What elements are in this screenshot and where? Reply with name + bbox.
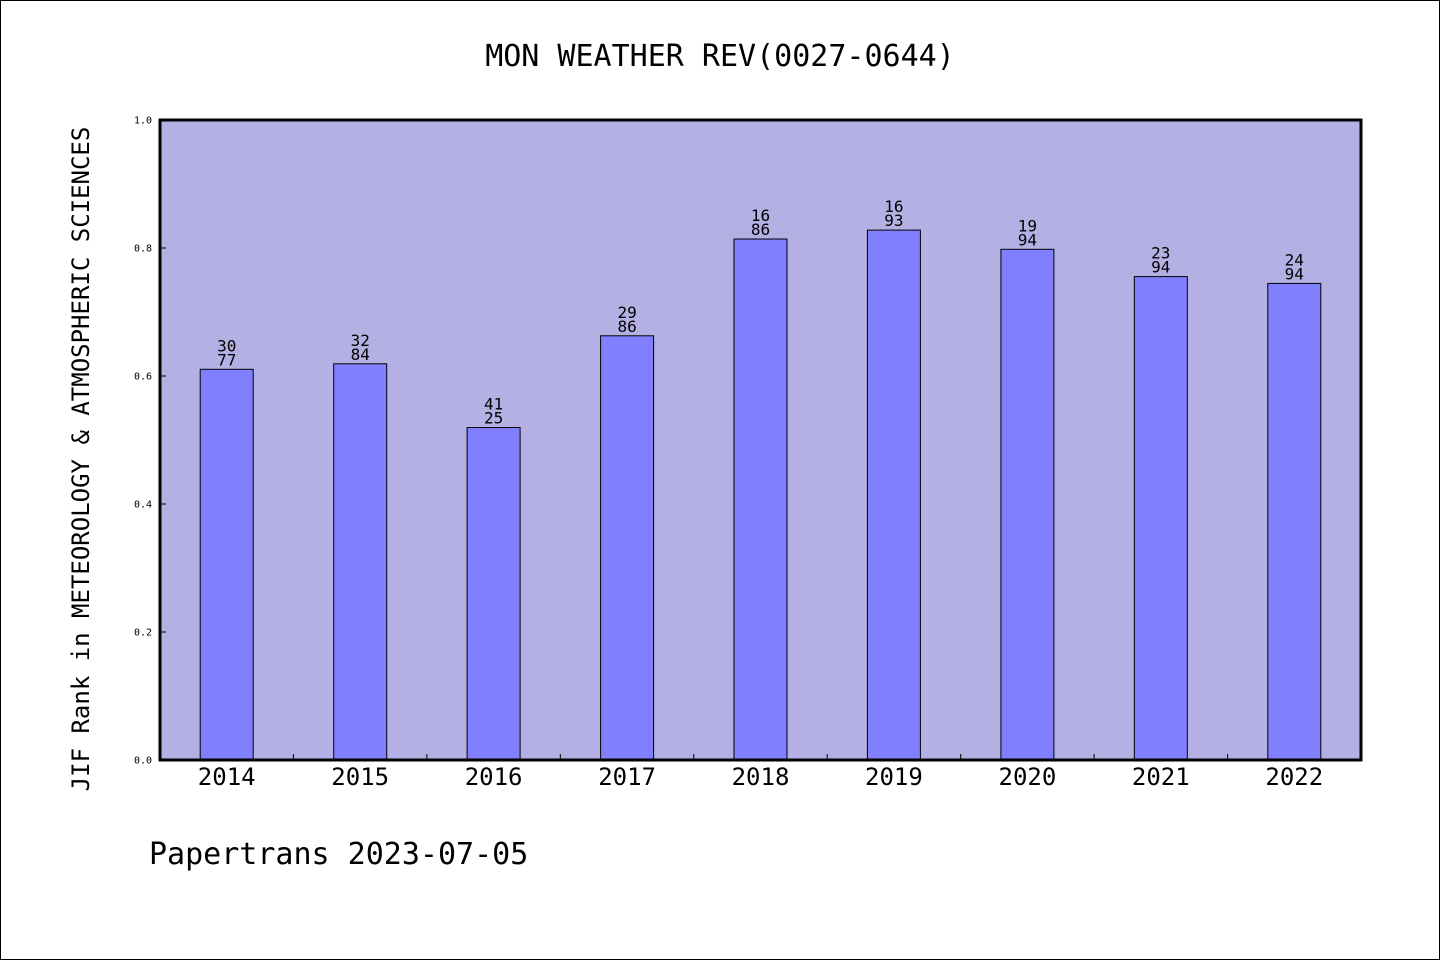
y-tick-label-1.0: 1.0: [134, 116, 152, 127]
footer-credit: Papertrans 2023-07-05: [149, 837, 528, 872]
bar-label-rank-2017: 29: [617, 303, 636, 322]
bar-label-total-2019: 93: [884, 211, 903, 230]
x-tick-label-2014: 2014: [198, 763, 256, 791]
x-tick-label-2022: 2022: [1265, 763, 1323, 791]
bar-2014: [199, 368, 254, 761]
x-tick-label-2015: 2015: [331, 763, 389, 791]
bar-label-rank-2018: 16: [751, 206, 770, 225]
bar-label-rank-2020: 19: [1018, 216, 1037, 235]
bar-label-total-2014: 77: [217, 350, 236, 369]
x-tick-label-2017: 2017: [598, 763, 656, 791]
y-tick-label-0.2: 0.2: [134, 628, 152, 639]
x-tick-label-2016: 2016: [465, 763, 523, 791]
x-tick-label-2019: 2019: [865, 763, 923, 791]
y-tick-label-0.4: 0.4: [134, 500, 152, 511]
bar-2017: [600, 335, 655, 761]
x-ticks-group: 2014 2015 2016 2017 2018 2019 2020 2021 2022: [198, 754, 1323, 791]
x-tick-label-2020: 2020: [999, 763, 1057, 791]
y-tick-label-0.6: 0.6: [134, 372, 152, 383]
bar-2015: [333, 363, 388, 761]
bar-2018: [733, 238, 788, 761]
bar-label-rank-2021: 23: [1151, 244, 1170, 263]
bar-label-rank-2016: 41: [484, 395, 503, 414]
bar-label-rank-2019: 16: [884, 197, 903, 216]
bar-label-rank-2015: 32: [351, 331, 370, 350]
plot-border: [158, 118, 1363, 762]
bar-2020: [1000, 248, 1055, 761]
bar-label-total-2016: 25: [484, 409, 503, 428]
bar-label-total-2020: 94: [1018, 230, 1037, 249]
bar-label-rank-2022: 24: [1285, 250, 1304, 269]
bar-label-total-2021: 94: [1151, 258, 1170, 277]
x-tick-label-2018: 2018: [732, 763, 790, 791]
bar-label-total-2022: 94: [1285, 264, 1304, 283]
y-tick-label-0.8: 0.8: [134, 244, 152, 255]
bar-2021: [1133, 276, 1188, 761]
bar-label-total-2017: 86: [617, 317, 636, 336]
x-tick-label-2021: 2021: [1132, 763, 1190, 791]
y-tick-label-0.0: 0.0: [134, 756, 152, 767]
bar-2016: [466, 427, 521, 761]
chart-title: MON WEATHER REV(0027-0644): [485, 39, 955, 74]
bar-label-total-2018: 86: [751, 220, 770, 239]
bar-2019: [866, 229, 921, 761]
bar-2022: [1267, 282, 1322, 761]
y-axis-label: JIF Rank in METEOROLOGY & ATMOSPHERIC SC…: [67, 127, 95, 792]
bar-label-rank-2014: 30: [217, 336, 236, 355]
bar-label-total-2015: 84: [351, 345, 370, 364]
bars-group: [199, 229, 1322, 761]
